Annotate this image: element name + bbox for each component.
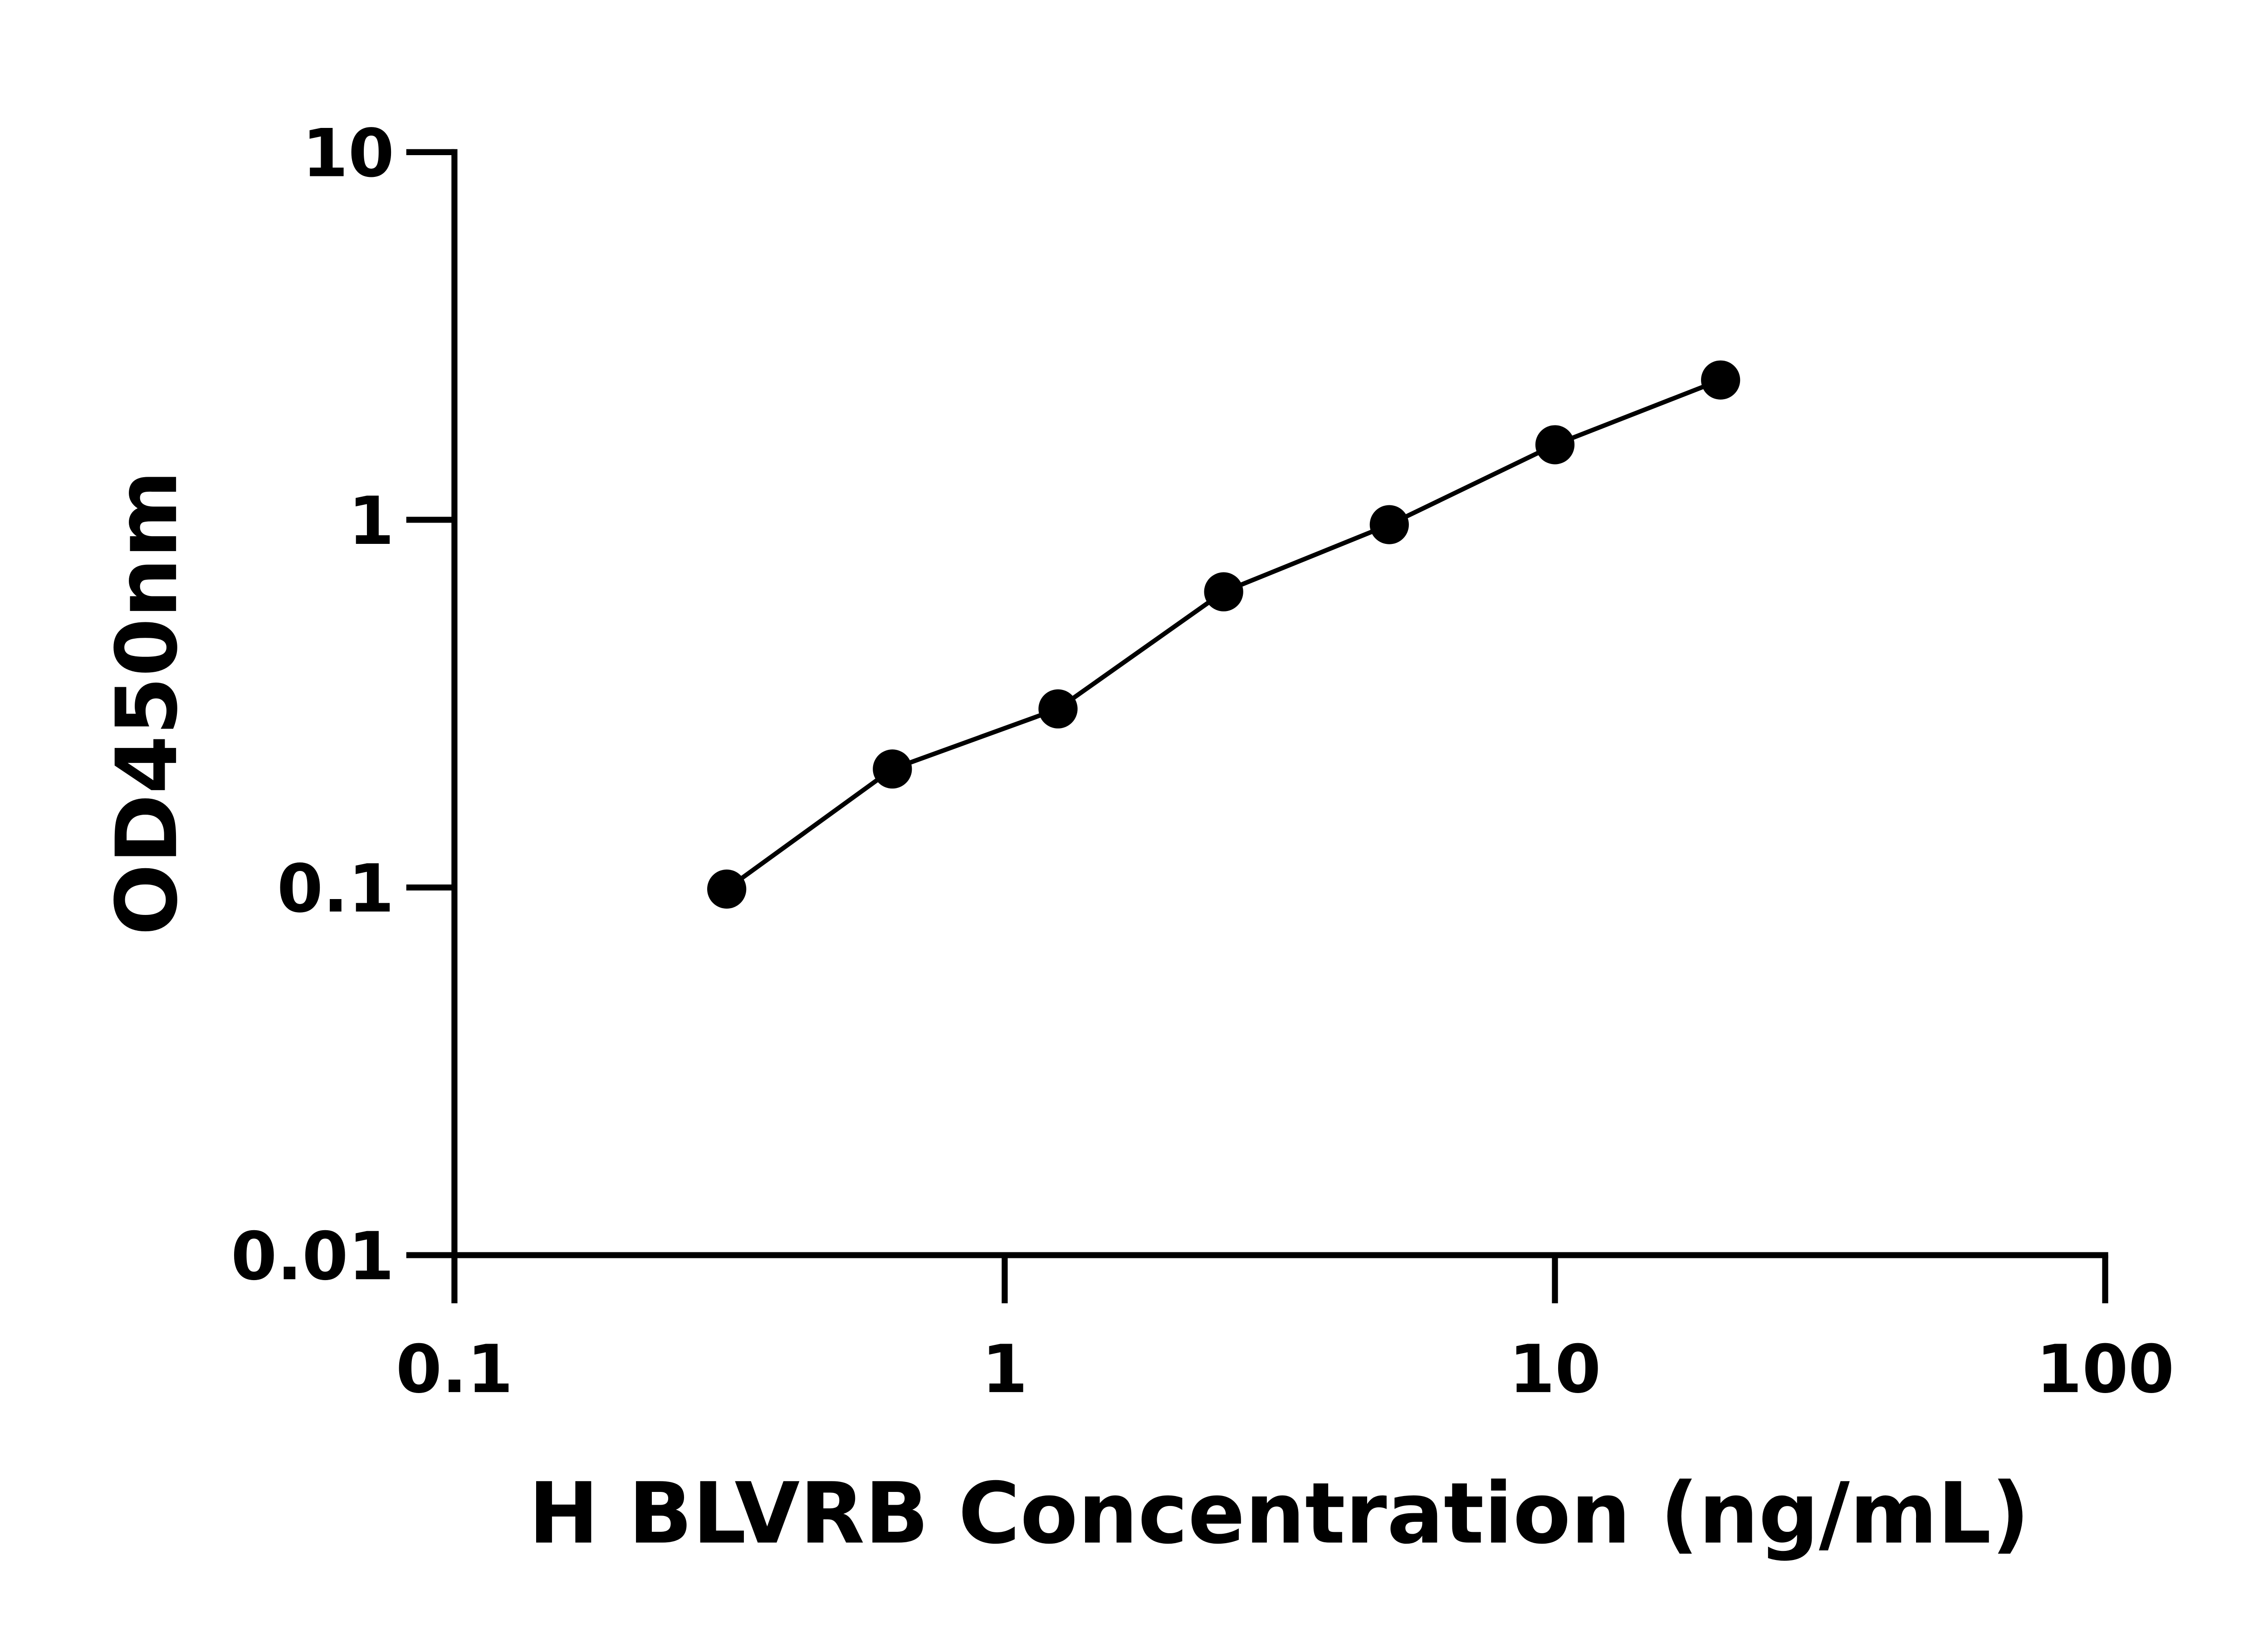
data-point (1369, 505, 1409, 544)
y-tick-label: 0.01 (231, 1218, 394, 1295)
y-tick-label: 1 (348, 483, 395, 560)
data-point (1535, 425, 1575, 464)
x-tick-label: 10 (1509, 1331, 1601, 1408)
data-marks (707, 360, 1740, 909)
fit-line (725, 378, 1721, 891)
x-tick-label: 100 (2036, 1331, 2175, 1408)
x-axis-label: H BLVRB Concentration (ng/mL) (528, 1465, 2030, 1563)
y-tick-label: 0.1 (277, 851, 395, 928)
data-point (1038, 689, 1078, 728)
x-tick-label: 0.1 (396, 1331, 513, 1408)
data-point (1701, 360, 1740, 400)
data-point (707, 869, 747, 909)
y-tick-label: 10 (302, 115, 394, 192)
data-point (873, 749, 912, 789)
y-axis-label: OD450nm (98, 470, 196, 936)
data-point (1204, 572, 1243, 611)
x-tick-label: 1 (982, 1331, 1028, 1408)
